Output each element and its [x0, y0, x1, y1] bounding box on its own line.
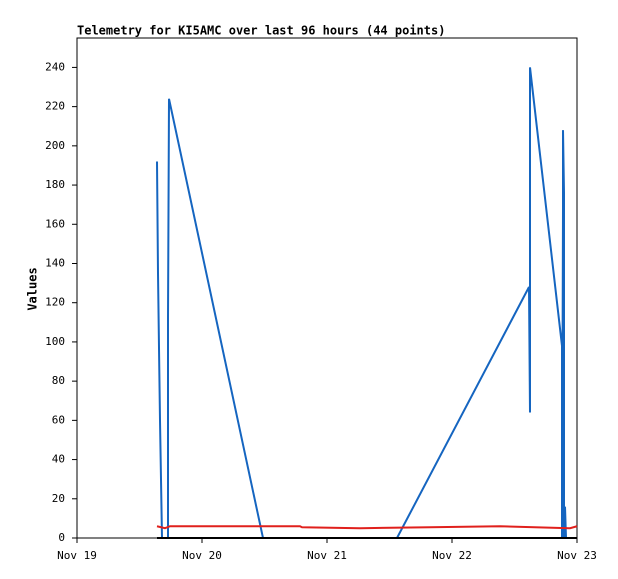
- y-axis-label: Values: [26, 267, 40, 310]
- y-tick-label: 60: [52, 413, 65, 426]
- y-tick-label: 100: [45, 335, 65, 348]
- x-tick-label: Nov 21: [307, 549, 347, 562]
- x-tick-label: Nov 20: [182, 549, 222, 562]
- y-tick-label: 80: [52, 374, 65, 387]
- y-tick-label: 220: [45, 100, 65, 113]
- chart-title: Telemetry for KI5AMC over last 96 hours …: [77, 24, 445, 38]
- y-tick-label: 240: [45, 60, 65, 73]
- x-tick-label: Nov 23: [557, 549, 597, 562]
- series-line: [156, 67, 567, 539]
- y-tick-label: 0: [58, 531, 65, 544]
- y-tick-label: 140: [45, 256, 65, 269]
- y-tick-label: 200: [45, 139, 65, 152]
- y-tick-label: 180: [45, 178, 65, 191]
- y-tick-label: 160: [45, 217, 65, 230]
- y-tick-label: 120: [45, 296, 65, 309]
- x-tick-label: Nov 19: [57, 549, 97, 562]
- x-tick-label: Nov 22: [432, 549, 472, 562]
- series-line: [156, 525, 578, 530]
- y-tick-label: 40: [52, 453, 65, 466]
- y-tick-label: 20: [52, 492, 65, 505]
